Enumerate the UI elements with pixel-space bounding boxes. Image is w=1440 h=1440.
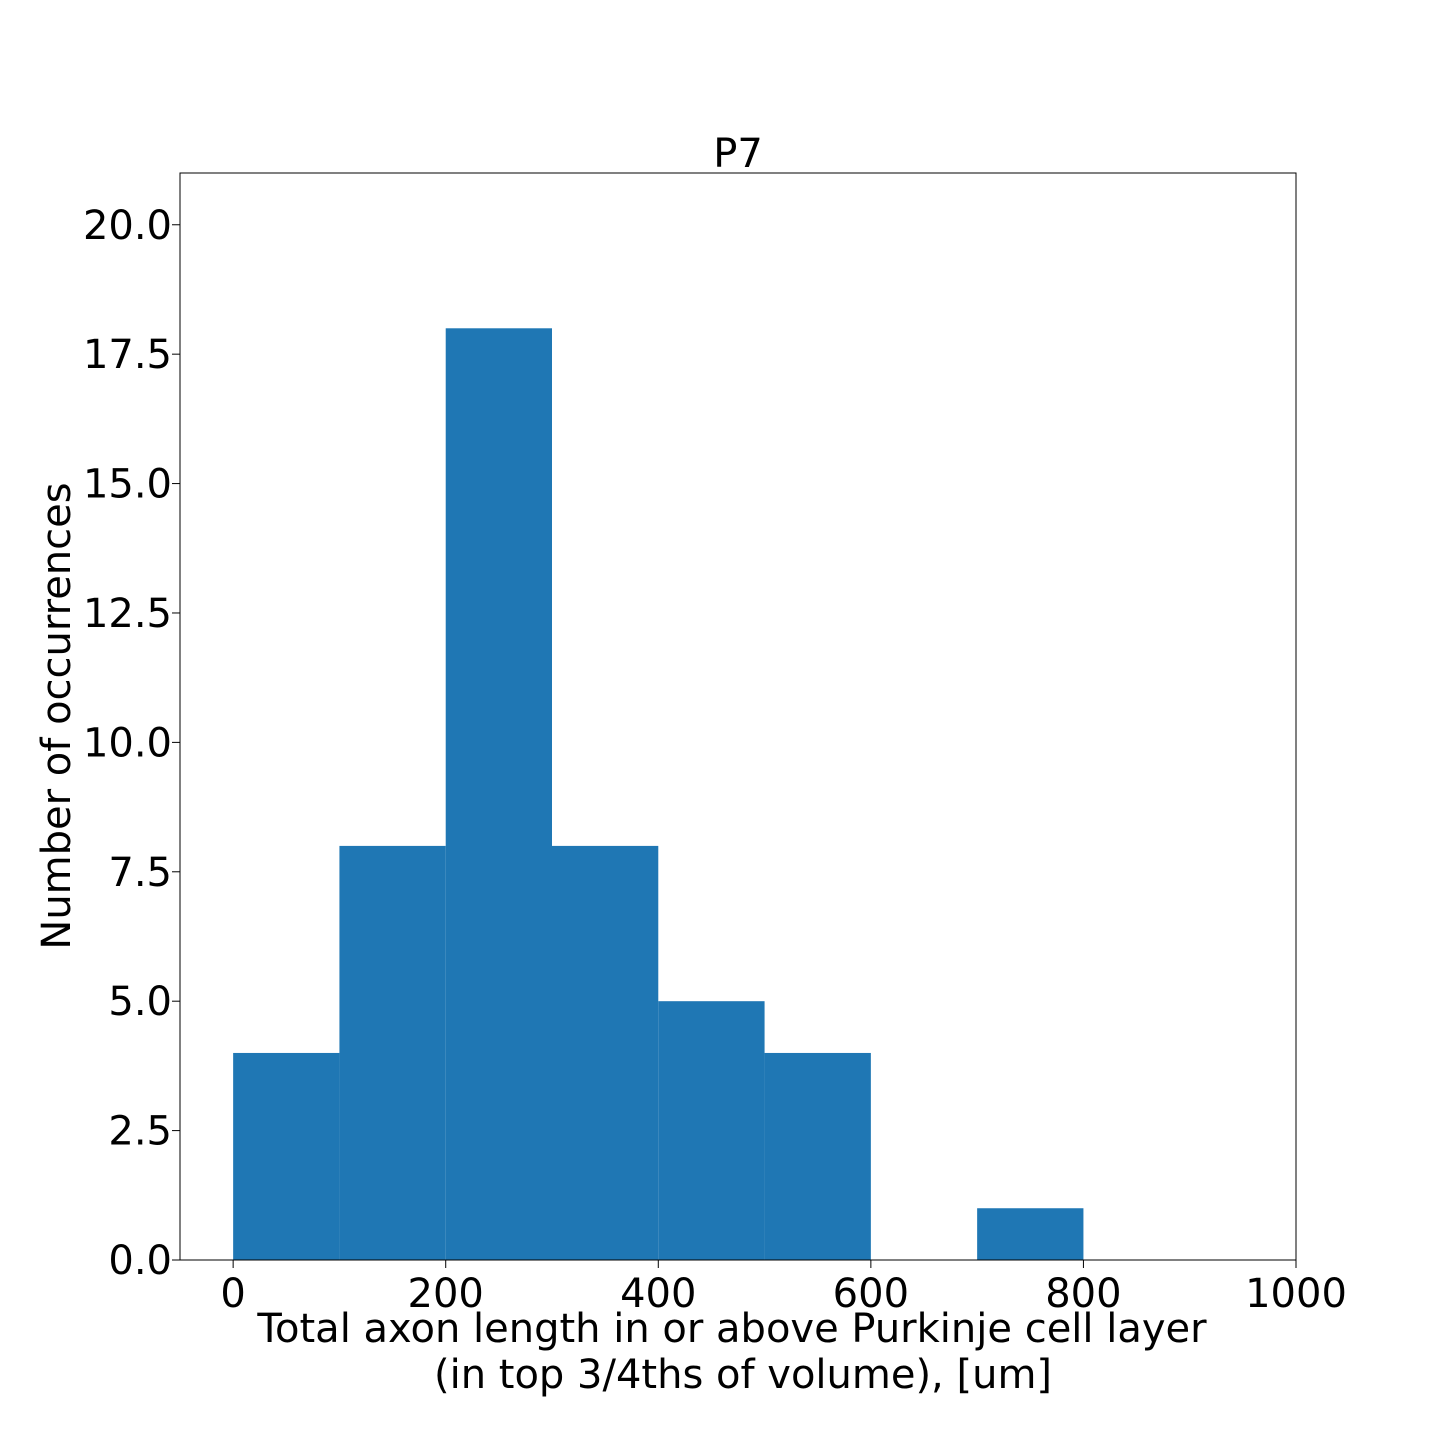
histogram-bar-7 [977,1208,1084,1260]
y-tick-label: 5.0 [108,979,172,1025]
x-tick-label: 600 [833,1271,909,1317]
x-tick-label: 1000 [1245,1271,1347,1317]
x-axis-label-line-1: Total axon length in or above Purkinje c… [256,1306,1207,1352]
x-axis-label-line-2: (in top 3/4ths of volume), [um] [434,1352,1052,1398]
y-tick-label: 17.5 [83,332,172,378]
y-tick-label: 0.0 [108,1238,172,1284]
histogram-bar-3 [552,845,659,1260]
histogram-bar-5 [764,1052,871,1260]
histogram-bar-4 [658,1001,765,1260]
histogram-bar-1 [339,845,446,1260]
y-tick-label: 2.5 [108,1109,172,1155]
y-tick-label: 10.0 [83,720,172,766]
y-tick-label: 20.0 [83,203,172,249]
histogram-bar-2 [445,328,552,1260]
histogram-bar-0 [233,1052,340,1260]
x-tick-label: 400 [620,1271,696,1317]
chart-title: P7 [713,131,763,177]
bars-group [233,328,1084,1260]
x-tick-label: 800 [1045,1271,1121,1317]
y-tick-label: 12.5 [83,591,172,637]
y-tick-label: 7.5 [108,850,172,896]
y-axis-ticks: 0.0 2.5 5.0 7.5 10.0 12.5 15.0 17.5 20.0 [83,203,180,1284]
y-tick-label: 15.0 [83,462,172,508]
x-tick-label: 0 [220,1271,245,1317]
plot-frame [179,172,1297,1261]
y-axis-label: Number of occurrences [34,482,80,949]
x-axis-ticks: 0 200 400 600 800 1000 [220,1260,1347,1317]
x-tick-label: 200 [408,1271,484,1317]
